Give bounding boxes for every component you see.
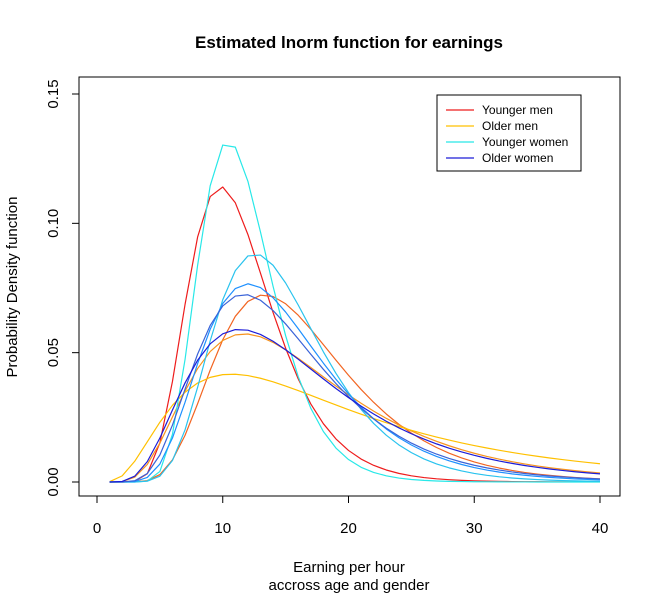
- y-tick-label: 0.00: [45, 467, 62, 496]
- series-line-2: [109, 294, 601, 483]
- x-tick-label: 10: [214, 520, 231, 537]
- x-axis-label-line2: accross age and gender: [269, 577, 430, 594]
- y-axis-label: Probability Density function: [4, 197, 21, 378]
- series-lines: [109, 144, 601, 483]
- x-tick-label: 20: [340, 520, 357, 537]
- y-axis: 0.00 0.05 0.10 0.15: [45, 79, 80, 497]
- x-tick-label: 30: [466, 520, 483, 537]
- chart-title: Estimated lnorm function for earnings: [195, 33, 503, 52]
- x-axis-label: Earning per hour: [293, 559, 405, 576]
- y-tick-label: 0.05: [45, 338, 62, 367]
- legend: Younger men Older men Younger women Olde…: [436, 94, 582, 172]
- series-line-4: [109, 373, 601, 483]
- series-line-3: [109, 333, 601, 483]
- y-tick-label: 0.15: [45, 79, 62, 108]
- x-axis: 0 10 20 30 40: [93, 495, 609, 537]
- series-line-5: [109, 144, 600, 483]
- legend-label-younger-women: Younger women: [482, 135, 568, 149]
- series-line-9: [109, 329, 601, 483]
- y-tick-label: 0.10: [45, 209, 62, 238]
- x-tick-label: 0: [93, 520, 101, 537]
- legend-label-younger-men: Younger men: [482, 103, 553, 117]
- legend-label-older-men: Older men: [482, 119, 538, 133]
- x-tick-label: 40: [592, 520, 609, 537]
- series-line-7: [109, 283, 601, 483]
- legend-label-older-women: Older women: [482, 151, 553, 165]
